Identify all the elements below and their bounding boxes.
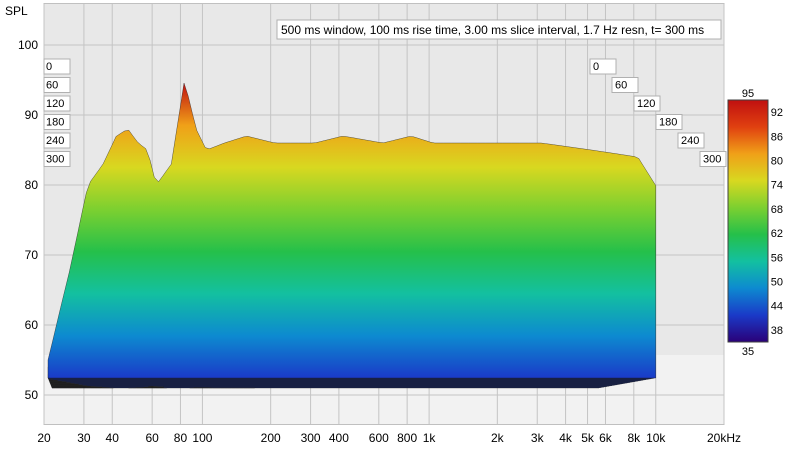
time-tick-left: 240	[43, 132, 71, 149]
time-tick-label: 120	[46, 98, 64, 110]
time-tick-box	[43, 132, 71, 149]
x-tick-label: 20kHz	[707, 431, 741, 445]
time-tick-label: 60	[46, 80, 58, 92]
colorbar-tick-label: 86	[771, 131, 783, 143]
title-box	[276, 19, 722, 40]
x-tick-label: 8k	[627, 431, 641, 445]
x-tick-label: 80	[174, 431, 188, 445]
time-tick-label: 300	[46, 154, 64, 166]
colorbar-max-label: 95	[742, 88, 754, 100]
y-tick-label: 80	[25, 178, 39, 192]
x-tick-label: 4k	[559, 431, 573, 445]
time-tick-label: 180	[46, 117, 64, 129]
time-tick-box	[699, 151, 727, 167]
time-tick-box	[43, 114, 71, 130]
x-axis: 20 30 40 60 80 100 200 300 400 600 800 1k 2k 3k 4k 5k 6k…	[37, 431, 741, 445]
time-tick-left: 300	[43, 151, 71, 167]
x-tick-label: 20	[37, 431, 51, 445]
x-tick-label: 300	[301, 431, 321, 445]
time-tick-box	[43, 95, 71, 112]
time-tick-right: 180	[655, 114, 683, 130]
time-tick-label: 180	[659, 117, 677, 129]
colorbar-scale	[727, 99, 769, 343]
x-tick-label: 5k	[581, 431, 595, 445]
y-tick-label: 60	[25, 318, 39, 332]
y-tick-label: 50	[25, 388, 39, 402]
time-tick-box	[655, 114, 683, 130]
time-tick-right: 60	[611, 77, 639, 93]
time-tick-left: 0	[43, 58, 71, 75]
time-tick-box	[677, 132, 705, 149]
x-tick-label: 40	[106, 431, 120, 445]
x-tick-label: 200	[261, 431, 281, 445]
colorbar-tick-label: 50	[771, 277, 783, 289]
waterfall-surface	[47, 82, 657, 389]
y-tick-label: 90	[25, 108, 39, 122]
x-tick-label: 3k	[531, 431, 545, 445]
time-tick-left: 60	[43, 77, 71, 93]
time-tick-label: 60	[615, 80, 627, 92]
time-tick-right: 120	[633, 95, 661, 112]
time-tick-label: 0	[593, 61, 599, 73]
colorbar-tick-label: 56	[771, 252, 783, 264]
time-tick-left: 180	[43, 114, 71, 130]
waterfall-slice	[47, 82, 657, 379]
time-tick-label: 240	[46, 135, 64, 147]
y-tick-label: 100	[18, 38, 38, 52]
x-tick-label: 60	[145, 431, 159, 445]
colorbar-tick-label: 68	[771, 204, 783, 216]
time-tick-right: 300	[699, 151, 727, 167]
x-tick-label: 30	[77, 431, 91, 445]
colorbar-tick-label: 62	[771, 228, 783, 240]
time-tick-left: 120	[43, 95, 71, 112]
x-tick-label: 800	[397, 431, 417, 445]
time-tick-box	[43, 151, 71, 167]
colorbar-min-label: 35	[742, 346, 754, 358]
time-tick-box	[43, 58, 71, 75]
time-tick-label: 300	[703, 154, 721, 166]
x-tick-label: 1k	[423, 431, 437, 445]
time-tick-right: 0	[589, 58, 617, 75]
time-tick-label: 240	[681, 135, 699, 147]
y-axis: 50 60 70 80 90 100	[18, 38, 38, 402]
colorbar-tick-label: 74	[771, 180, 783, 192]
colorbar-tick-label: 44	[771, 301, 783, 313]
x-tick-label: 400	[329, 431, 349, 445]
colorbar-tick-label: 38	[771, 325, 783, 337]
x-tick-label: 100	[192, 431, 212, 445]
time-axis: 0 0 60 60 120 120 180 180 240 240 300 300	[43, 58, 727, 167]
time-tick-label: 0	[46, 61, 52, 73]
x-tick-label: 6k	[599, 431, 613, 445]
time-tick-box	[633, 95, 661, 112]
x-tick-label: 600	[369, 431, 389, 445]
chart-title: 500 ms window, 100 ms rise time, 3.00 ms…	[281, 23, 704, 37]
time-tick-box	[589, 58, 617, 75]
time-tick-box	[611, 77, 639, 93]
x-tick-label: 10k	[646, 431, 666, 445]
time-tick-right: 240	[677, 132, 705, 149]
colorbar-tick-label: 92	[771, 107, 783, 119]
x-tick-label: 2k	[491, 431, 505, 445]
y-axis-label: SPL	[5, 4, 28, 18]
colorbar: 95 35 92 86 80 74 68 62 56 50 44 38	[727, 88, 783, 358]
y-tick-label: 70	[25, 248, 39, 262]
colorbar-tick-label: 80	[771, 156, 783, 168]
time-tick-label: 120	[637, 98, 655, 110]
time-tick-box	[43, 77, 71, 93]
